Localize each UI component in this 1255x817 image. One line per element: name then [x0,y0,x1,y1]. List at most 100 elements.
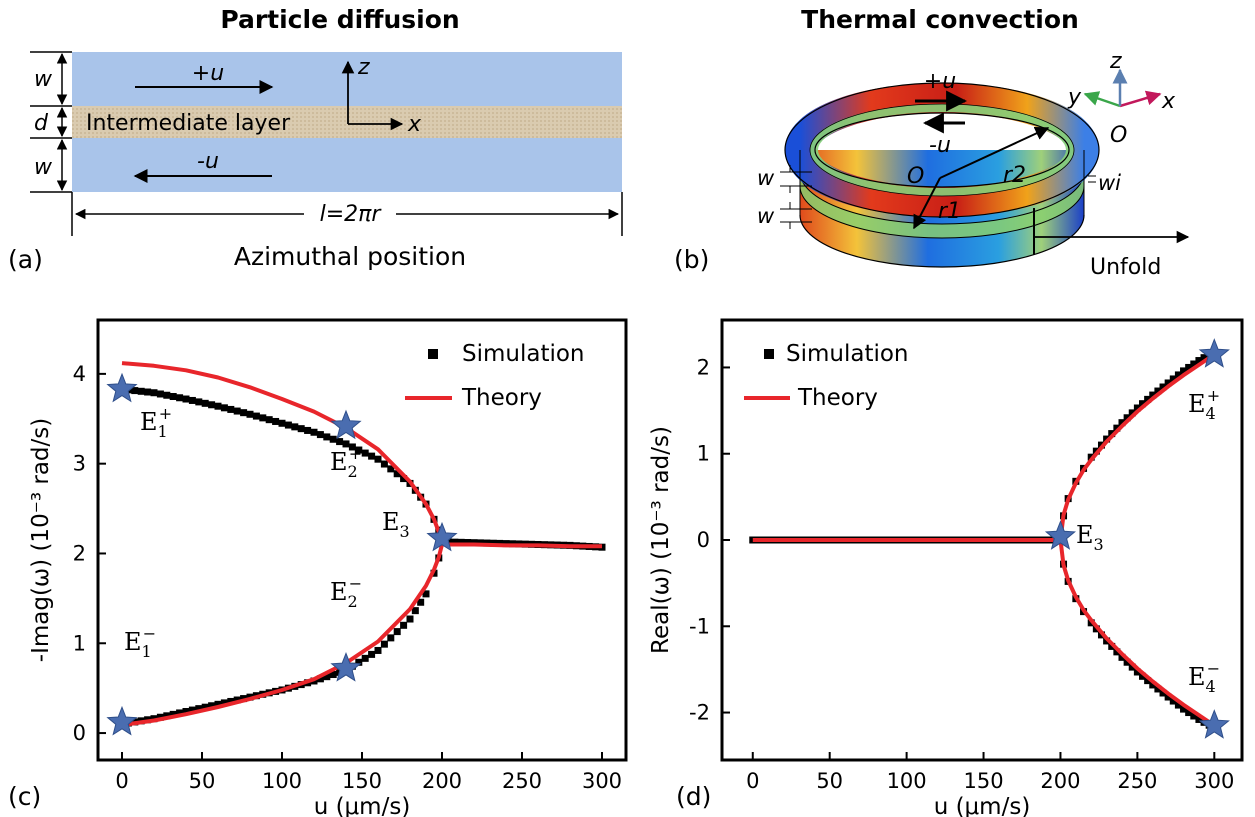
simulation-marker [195,705,203,713]
simulation-marker [137,387,145,395]
simulation-marker [1154,387,1162,395]
panel-b-title: Thermal convection [801,5,1079,34]
x-tick-label: 200 [422,769,462,793]
simulation-marker [195,398,203,406]
simulation-marker [329,671,337,679]
simulation-marker [1164,379,1172,387]
simulation-marker [252,412,260,420]
plus-u-label: +u [192,61,224,86]
r2-text: r2 [1003,163,1026,188]
simulation-marker [233,696,241,704]
simulation-marker [233,407,241,415]
simulation-marker [176,394,184,402]
simulation-marker [182,395,190,403]
eigen-label: E3 [1076,521,1104,554]
simulation-marker [176,709,184,717]
y-tick-label: -1 [689,614,710,638]
simulation-marker [169,393,177,401]
simulation-marker [131,387,139,395]
eigen-label-sup: − [143,624,156,643]
eigen-label: E2− [330,574,362,611]
simulation-marker [1144,395,1152,403]
simulation-marker [310,428,318,436]
eigen-star [426,521,458,552]
x-axis-label: x [407,112,422,137]
simulation-marker [406,615,414,623]
simulation-marker [380,460,388,468]
panel-b: Thermal convection +u -u O r2 r1 [674,5,1190,280]
y-tick-label: 1 [697,442,710,466]
simulation-marker [336,438,344,446]
eigen-label-sub: 1 [158,422,168,441]
simulation-marker [1123,658,1131,666]
x-tick-label: 150 [342,769,382,793]
simulation-marker [422,590,430,598]
y-tick-label: 2 [73,541,86,565]
simulation-marker [208,702,216,710]
simulation-marker [150,389,158,397]
simulation-marker [169,710,177,718]
eigen-label-sub: 2 [348,592,358,611]
eigen-label: E1− [124,624,156,661]
simulation-marker [227,405,235,413]
simulation-marker [214,402,222,410]
x-tick-label: 150 [963,769,1003,793]
simulation-marker [355,446,363,454]
simulation-marker [1139,400,1147,408]
eigen-star [330,652,362,682]
theory-line [1058,539,1216,728]
legend-simulation-label: Simulation [786,341,909,367]
length-label: l=2πr [320,202,383,227]
w-lower-label: w [34,155,53,180]
x-tick-label: 50 [816,769,843,793]
w-upper-label: w [34,67,53,92]
eigen-label-sub: 4 [1206,404,1216,423]
simulation-marker [1149,681,1157,689]
x-tick-label: 250 [502,769,542,793]
eigen-label-name: E [1188,390,1206,418]
simulation-marker [1195,715,1203,723]
simulation-marker [368,650,376,658]
simulation-marker [1174,371,1182,379]
simulation-marker [188,396,196,404]
eigen-label-sup: + [1207,386,1220,405]
simulation-marker [323,673,331,681]
y-axis-label: Real(ω) (10⁻³ rad/s) [648,426,674,654]
simulation-marker [316,431,324,439]
eigen-label-sub: 3 [1094,535,1104,554]
panel-label: (c) [8,782,41,811]
eigen-star [106,705,138,736]
r1-label: r1 [938,199,961,224]
y-tick-label: 0 [697,528,710,552]
simulation-marker [342,440,350,448]
simulation-marker [1159,689,1167,697]
eigen-label: E3 [382,508,410,541]
ring-x-label: x [1161,89,1176,114]
simulation-marker [291,423,299,431]
eigen-star [1044,520,1076,550]
simulation-marker [1185,709,1193,717]
simulation-marker [220,699,228,707]
legend-theory-label: Theory [797,385,878,411]
eigen-label-sup: + [349,444,362,463]
ring-coordinate-axes [1083,68,1162,108]
r1-arrow [913,177,941,230]
simulation-marker [265,416,273,424]
y-tick-label: 0 [73,721,86,745]
simulation-marker [1159,383,1167,391]
eigen-label-name: E [1188,663,1206,691]
simulation-marker [348,443,356,451]
y-tick-label: 1 [73,631,86,655]
simulation-marker [411,607,419,615]
simulation-marker [163,391,171,399]
simulation-marker [1144,677,1152,685]
minus-u-ring-label: -u [929,133,951,158]
r1-text: r1 [938,199,961,224]
simulation-marker [380,640,388,648]
simulation-marker [1139,672,1147,680]
legend-theory-label: Theory [461,385,542,411]
y-tick-label: 4 [73,362,86,386]
simulation-marker [1149,391,1157,399]
simulation-marker [1169,697,1177,705]
panel-a-label: (a) [8,245,43,274]
